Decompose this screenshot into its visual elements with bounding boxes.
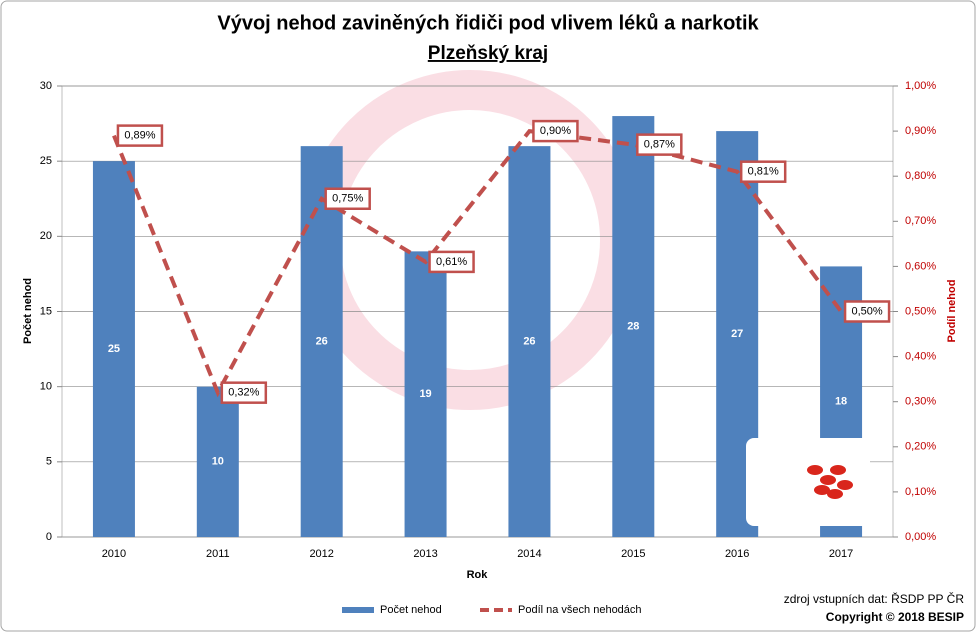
data-label-box [843,300,891,323]
decor-pill [837,480,853,490]
y2-tick-label: 0,70% [905,215,936,227]
y-tick-label: 30 [40,80,52,92]
data-label-box [324,187,371,210]
decor-image [746,438,870,526]
y2-tick-label: 0,30% [905,396,936,408]
y2-tick-label: 0,60% [905,260,936,272]
copyright-note: Copyright © 2018 BESIP [826,610,964,624]
y2-tick-label: 1,00% [905,80,936,92]
bar [508,146,551,537]
data-label: 0,50% [851,305,882,317]
y-tick-label: 10 [40,381,52,393]
decor-pill [814,485,830,495]
y2-tick-label: 0,40% [905,351,936,363]
bar-value-label: 25 [108,343,120,355]
y2-tick-label: 0,90% [905,125,936,137]
legend-label: Podíl na všech nehodách [518,604,642,616]
y-tick-label: 25 [40,155,52,167]
decor-pill [820,475,836,485]
bar-value-label: 27 [731,328,743,340]
x-tick-label: 2016 [725,548,749,560]
x-tick-label: 2011 [206,548,230,560]
decor-pill [830,465,846,475]
decor-pill [827,489,843,499]
bar [196,386,239,537]
data-label: 0,81% [748,166,779,178]
bar [612,116,655,538]
x-axis-label: Rok [467,569,489,581]
legend-swatch [342,607,374,613]
x-tick-label: 2010 [102,548,126,560]
x-tick-label: 2012 [309,548,333,560]
bar-value-label: 10 [212,456,224,468]
data-label: 0,87% [644,139,675,151]
bar-value-label: 18 [835,396,847,408]
x-tick-label: 2013 [413,548,437,560]
chart-subtitle: Plzeňský kraj [428,43,548,64]
line [112,128,843,398]
data-label-box [428,250,475,274]
data-label: 0,75% [332,193,363,205]
y-tick-label: 20 [40,230,52,242]
y2-tick-label: 0,10% [905,486,936,498]
bar-value-label: 28 [627,320,639,332]
bar [92,161,135,537]
source-note: zdroj vstupních dat: ŘSDP PP ČR [784,591,965,606]
data-label-box [116,124,164,147]
decor-pill [807,465,823,475]
y2-axis-label: Podíl nehod [946,280,958,343]
data-label-box [636,133,683,156]
y-tick-label: 0 [46,531,52,543]
bar-value-label: 26 [316,335,328,347]
bar [404,251,447,537]
y-tick-label: 15 [40,305,52,317]
data-label: 0,61% [436,256,467,268]
chart-title: Vývoj nehod zaviněných řidiči pod vlivem… [217,12,759,34]
y-axis-label: Počet nehod [22,278,34,344]
y2-tick-label: 0,80% [905,170,936,182]
data-label: 0,32% [228,387,259,399]
bar [300,146,343,537]
bar-value-label: 19 [419,388,431,400]
data-label-box [220,381,268,404]
x-tick-label: 2014 [517,548,541,560]
data-label: 0,90% [540,125,571,137]
bar-value-label: 26 [523,335,535,347]
data-label-box [739,160,787,183]
y-tick-label: 5 [46,456,52,468]
y2-tick-label: 0,20% [905,441,936,453]
data-label-box [532,119,579,143]
x-tick-label: 2017 [829,548,853,560]
data-label: 0,89% [124,130,155,142]
y2-tick-label: 0,00% [905,531,936,543]
x-tick-label: 2015 [621,548,645,560]
y2-tick-label: 0,50% [905,305,936,317]
legend-label: Počet nehod [380,604,442,616]
